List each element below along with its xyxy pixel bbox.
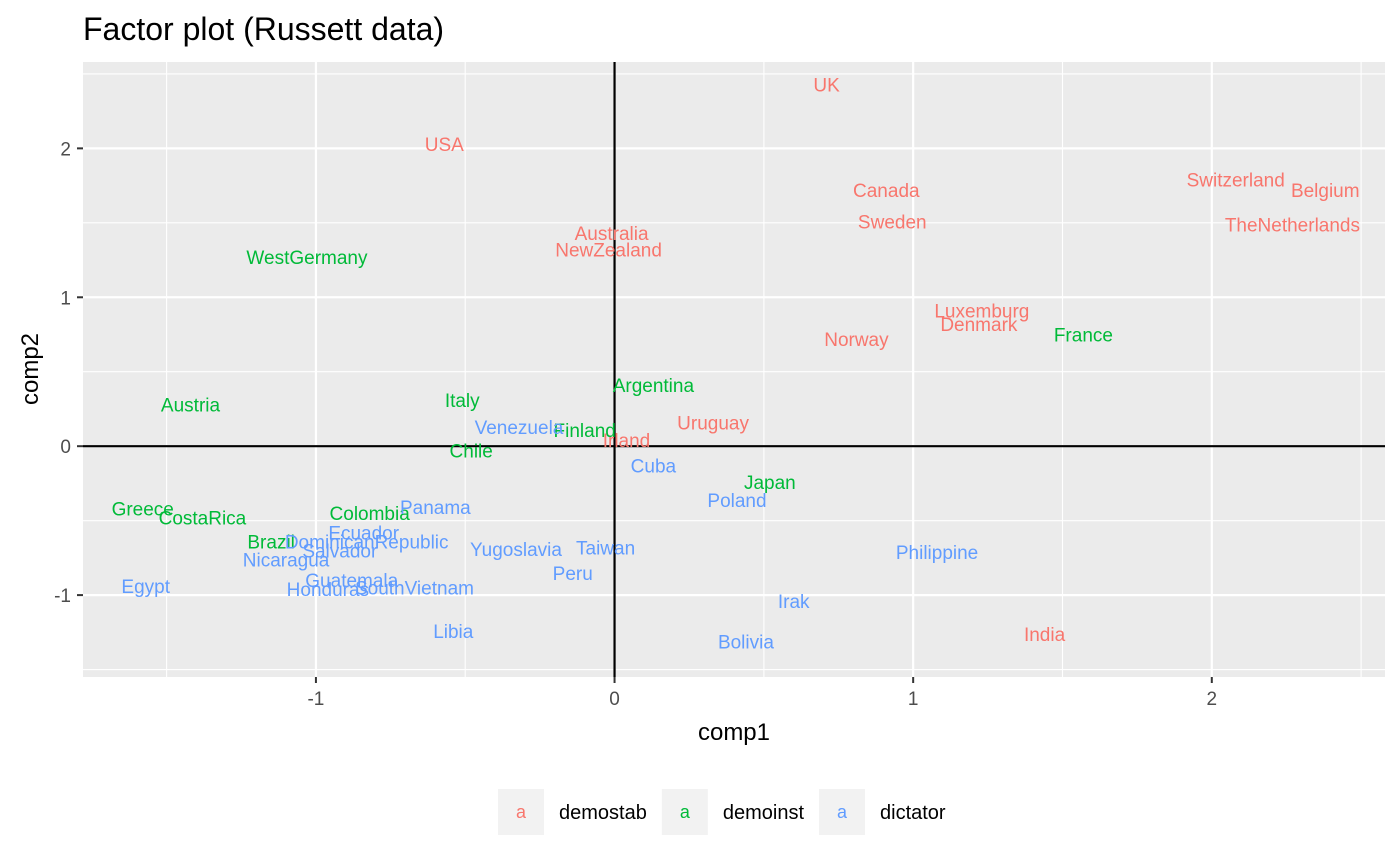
minor-gridlines <box>83 62 1385 677</box>
point-label-cuba: Cuba <box>631 457 677 478</box>
point-label-chile: Chile <box>450 442 493 463</box>
point-labels: UK USA Canada Sweden Switzerland Belgium TheNe… <box>112 75 1360 653</box>
point-label-guatemala: Guatemala <box>305 571 398 592</box>
legend: a demostab a demoinst a dictator <box>498 789 946 835</box>
point-label-uruguay: Uruguay <box>677 413 749 434</box>
y-tick-label: 2 <box>60 139 71 160</box>
point-label-libia: Libia <box>433 622 474 643</box>
point-label-egypt: Egypt <box>121 577 170 598</box>
point-label-bolivia: Bolivia <box>718 632 774 653</box>
point-label-usa: USA <box>425 135 464 156</box>
point-label-colombia: Colombia <box>330 504 411 525</box>
legend-label-demoinst: demoinst <box>723 802 805 824</box>
point-label-peru: Peru <box>553 564 593 585</box>
legend-key-glyph-demostab: a <box>516 802 527 822</box>
point-label-belgium: Belgium <box>1291 181 1360 202</box>
reference-lines <box>83 62 1385 677</box>
point-label-dominicanrepublic: DominicanRepublic <box>285 532 449 553</box>
legend-label-dictator: dictator <box>880 802 946 824</box>
point-label-salvador: Salvador <box>302 541 378 562</box>
axis-ticks: -1 0 1 2 -1 0 1 2 <box>54 139 1217 710</box>
legend-key-demoinst <box>661 789 708 835</box>
point-label-brazil: Brazil <box>247 532 295 553</box>
point-label-luxemburg: Luxemburg <box>934 302 1029 323</box>
point-label-denmark: Denmark <box>940 315 1018 336</box>
point-label-yugoslavia: Yugoslavia <box>470 540 562 561</box>
legend-key-dictator <box>819 789 865 835</box>
y-tick-label: 1 <box>60 288 71 309</box>
legend-label-demostab: demostab <box>559 802 647 824</box>
point-label-sweden: Sweden <box>858 212 927 233</box>
plot-panel <box>83 62 1385 677</box>
point-label-ecuador: Ecuador <box>328 524 399 545</box>
point-label-greece: Greece <box>112 500 174 521</box>
point-label-panama: Panama <box>400 498 471 519</box>
point-label-thenetherlands: TheNetherlands <box>1225 215 1360 236</box>
point-label-canada: Canada <box>853 181 920 202</box>
legend-key-glyph-dictator: a <box>837 802 848 822</box>
point-label-norway: Norway <box>824 330 889 351</box>
legend-key-glyph-demoinst: a <box>680 802 691 822</box>
point-label-austria: Austria <box>161 395 221 416</box>
point-label-india: India <box>1024 625 1066 646</box>
point-label-switzerland: Switzerland <box>1187 171 1285 192</box>
legend-key-demostab <box>498 789 544 835</box>
point-label-nicaragua: Nicaragua <box>243 550 330 571</box>
point-label-philippine: Philippine <box>896 543 978 564</box>
point-label-italy: Italy <box>445 391 480 412</box>
chart-title: Factor plot (Russett data) <box>83 11 444 47</box>
x-tick-label: 2 <box>1207 689 1218 710</box>
point-label-irak: Irak <box>778 592 810 613</box>
y-axis-title: comp2 <box>17 333 44 405</box>
point-label-westgermany: WestGermany <box>246 248 368 269</box>
point-label-finland: Finland <box>554 421 616 442</box>
point-label-venezuela: Venezuela <box>475 418 564 439</box>
point-label-poland: Poland <box>707 491 766 512</box>
y-tick-label: 0 <box>60 437 71 458</box>
x-tick-label: 0 <box>609 689 620 710</box>
point-label-newzealand: NewZealand <box>555 241 662 262</box>
point-label-japan: Japan <box>744 473 796 494</box>
point-label-taiwan: Taiwan <box>576 538 635 559</box>
point-label-australia: Australia <box>575 224 649 245</box>
point-label-uk: UK <box>813 75 840 96</box>
point-label-argentina: Argentina <box>613 376 695 397</box>
point-label-costarica: CostaRica <box>159 509 247 530</box>
x-axis-title: comp1 <box>698 719 770 746</box>
point-label-honduras: Honduras <box>287 580 369 601</box>
y-tick-label: -1 <box>54 586 71 607</box>
point-label-france: France <box>1054 326 1113 347</box>
x-tick-label: 1 <box>908 689 919 710</box>
point-label-southvietnam: SouthVietnam <box>355 579 474 600</box>
point-label-irland: Irland <box>603 431 651 452</box>
x-tick-label: -1 <box>307 689 324 710</box>
